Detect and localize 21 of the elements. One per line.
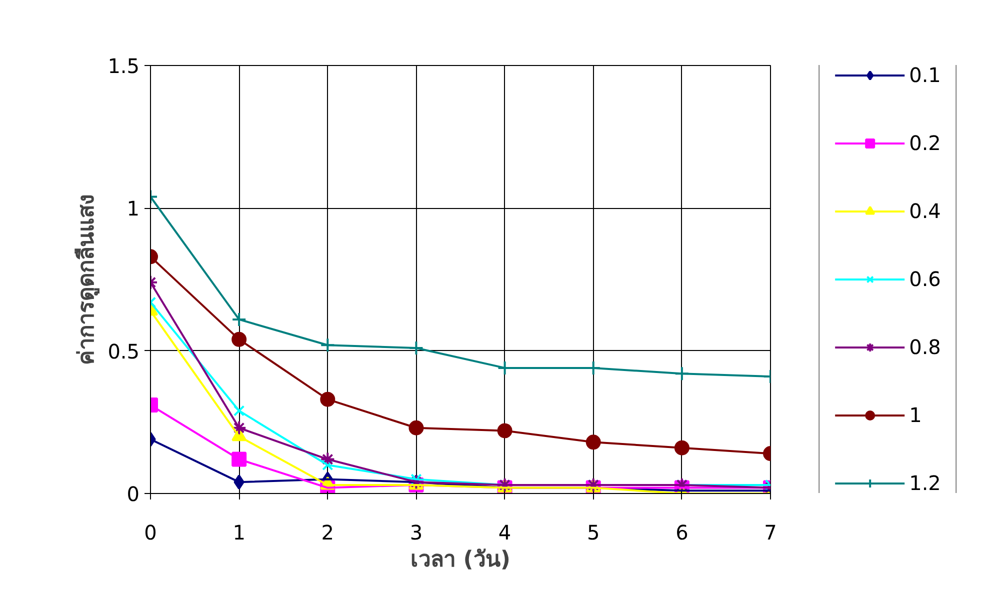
legend-label: 0.1 [909, 64, 941, 87]
y-tick-label: 0 [126, 482, 140, 506]
y-tick-label: 0.5 [108, 339, 140, 364]
x-tick-label: 1 [232, 520, 246, 544]
legend-label: 0.4 [909, 199, 941, 223]
legend-label: 0.6 [909, 267, 941, 291]
x-tick-label: 4 [498, 520, 512, 544]
legend-label: 1 [909, 403, 923, 427]
y-axis-title: ค่าการดูดกลืนแสง [74, 194, 101, 365]
x-tick-label: 7 [764, 520, 777, 544]
legend-label: 0.8 [909, 335, 941, 359]
y-tick-label: 1.5 [108, 54, 140, 78]
x-tick-label: 3 [410, 520, 423, 544]
y-tick-label: 1 [126, 196, 140, 221]
x-tick-label: 5 [586, 520, 600, 544]
x-tick-label: 6 [676, 520, 688, 544]
legend-label: 0.2 [909, 131, 941, 155]
x-tick-label: 2 [321, 520, 334, 544]
x-axis-title: เวลา (วัน) [410, 548, 510, 572]
legend-label: 1.2 [909, 471, 941, 495]
x-tick-label: 0 [144, 520, 157, 544]
